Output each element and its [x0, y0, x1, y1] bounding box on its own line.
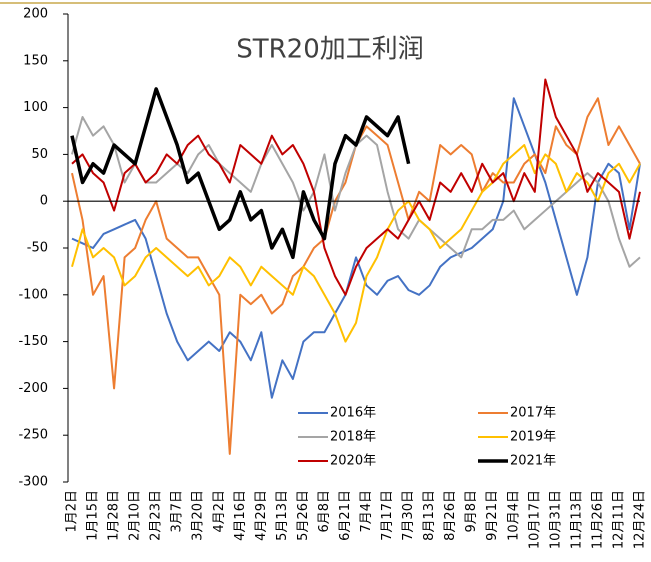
x-tick-label: 12月11日 [611, 490, 626, 549]
x-tick-label: 1月15日 [86, 490, 101, 541]
series-line [71, 78, 641, 296]
legend-label: 2016年 [330, 406, 376, 421]
x-tick-label: 8月13日 [422, 490, 437, 541]
x-tick-label: 5月13日 [275, 490, 290, 541]
y-tick-label: 100 [23, 100, 48, 115]
x-tick-label: 5月26日 [296, 490, 311, 541]
y-tick-label: -150 [18, 334, 48, 349]
y-tick-label: -50 [27, 241, 48, 256]
x-tick-label: 4月16日 [233, 490, 248, 541]
x-tick-label: 4月2日 [212, 490, 227, 533]
x-tick-label: 7月4日 [359, 490, 374, 533]
x-tick-label: 1月28日 [107, 490, 122, 541]
chart-title: STR20加工利润 [236, 35, 424, 65]
y-tick-label: -100 [18, 287, 48, 302]
x-tick-label: 6月8日 [317, 490, 332, 533]
x-tick-label: 1月2日 [65, 490, 80, 533]
x-tick-label: 11月13日 [569, 490, 584, 549]
x-tick-label: 10月4日 [506, 490, 521, 541]
x-tick-label: 7月30日 [401, 490, 416, 541]
x-tick-label: 9月21日 [485, 490, 500, 541]
y-tick-label: 50 [31, 147, 48, 162]
legend-label: 2017年 [510, 406, 556, 421]
series-line [71, 97, 641, 455]
x-tick-label: 10月17日 [527, 490, 542, 549]
x-tick-label: 7月17日 [380, 490, 395, 541]
series-line [71, 144, 641, 343]
y-tick-label: 150 [23, 53, 48, 68]
x-tick-label: 2月23日 [149, 490, 164, 541]
x-tick-label: 2月10日 [128, 490, 143, 541]
y-tick-label: -250 [18, 428, 48, 443]
y-tick-label: 200 [23, 7, 48, 22]
x-tick-label: 10月31日 [548, 490, 563, 549]
x-tick-label: 12月24日 [633, 490, 648, 549]
y-tick-label: -300 [18, 475, 48, 490]
legend-label: 2019年 [510, 430, 556, 445]
legend-label: 2018年 [330, 430, 376, 445]
series-line [70, 87, 411, 260]
series-line [71, 115, 641, 268]
legend-label: 2020年 [330, 454, 376, 469]
x-tick-label: 3月7日 [170, 490, 185, 533]
x-tick-label: 9月8日 [464, 490, 479, 533]
x-tick-label: 4月29日 [254, 490, 269, 541]
legend-label: 2021年 [510, 454, 556, 469]
series-line [71, 97, 641, 399]
x-tick-label: 3月20日 [191, 490, 206, 541]
y-tick-label: -200 [18, 381, 48, 396]
x-tick-label: 6月21日 [338, 490, 353, 541]
y-tick-label: 0 [40, 194, 48, 209]
x-tick-label: 11月26日 [590, 490, 605, 549]
x-tick-label: 8月26日 [443, 490, 458, 541]
